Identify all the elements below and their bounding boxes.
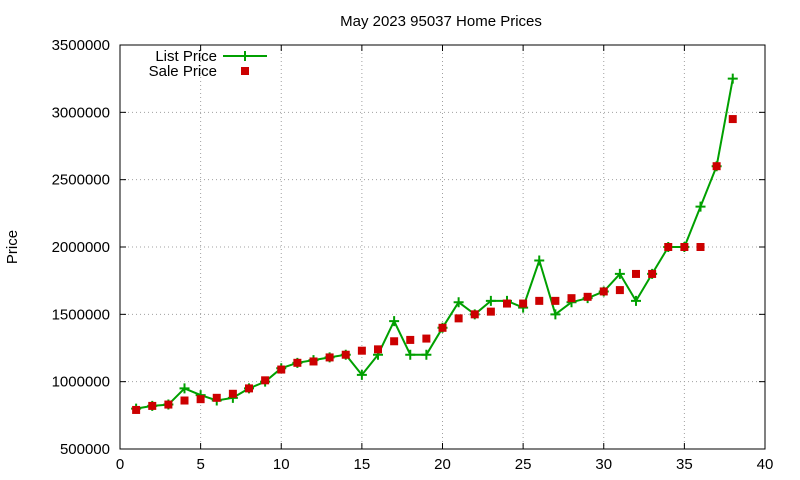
sale-price-point — [567, 294, 576, 303]
sale-price-point — [664, 243, 673, 251]
sale-price-point — [583, 292, 592, 301]
sale-price-point — [551, 296, 560, 305]
y-tick-label: 2500000 — [52, 172, 110, 189]
list-price-point — [389, 316, 400, 327]
y-axis-label: Price — [4, 230, 21, 264]
sale-price-point — [599, 287, 608, 296]
sale-price-point — [325, 353, 334, 362]
sale-price-point — [357, 346, 366, 355]
legend-marker-sale-price — [241, 67, 249, 75]
y-tick-label: 3000000 — [52, 104, 110, 121]
sale-price-point — [277, 365, 286, 374]
y-tick-label: 500000 — [60, 441, 110, 458]
x-tick-label: 5 — [196, 456, 204, 473]
sale-price-series — [132, 115, 737, 414]
chart-title: May 2023 95037 Home Prices — [340, 13, 542, 30]
x-axis: 0 5 10 15 20 25 30 35 40 — [116, 45, 774, 473]
sale-price-point — [390, 337, 399, 346]
sale-price-point — [535, 296, 544, 305]
sale-price-point — [470, 310, 479, 319]
x-tick-label: 25 — [515, 456, 532, 473]
sale-price-point — [374, 345, 382, 354]
legend: List Price Sale Price — [149, 48, 267, 80]
sale-price-point — [341, 350, 350, 359]
sale-price-point — [196, 395, 205, 404]
sale-price-point — [132, 405, 141, 414]
y-tick-label: 2000000 — [52, 239, 110, 256]
sale-price-point — [503, 299, 511, 308]
sale-price-point — [164, 400, 173, 409]
sale-price-point — [309, 357, 318, 366]
list-price-point — [550, 309, 561, 320]
list-price-point — [421, 349, 432, 360]
sale-price-point — [422, 334, 431, 343]
sale-price-point — [212, 393, 221, 402]
legend-marker-list-price — [240, 51, 250, 61]
grid-lines — [120, 45, 765, 449]
list-price-point — [534, 255, 545, 266]
sale-price-point — [293, 358, 302, 367]
sale-price-point — [680, 243, 689, 251]
x-tick-label: 10 — [273, 456, 290, 473]
list-price-point — [614, 268, 625, 279]
list-price-point — [179, 383, 190, 394]
sale-price-point — [486, 307, 495, 316]
sale-price-point — [615, 286, 624, 295]
y-tick-label: 1000000 — [52, 374, 110, 391]
sale-price-point — [438, 323, 447, 332]
x-tick-label: 20 — [434, 456, 451, 473]
list-price-point — [695, 201, 706, 212]
list-price-line — [135, 78, 734, 410]
sale-price-point — [228, 389, 237, 398]
x-tick-label: 35 — [676, 456, 693, 473]
y-tick-label: 1500000 — [52, 306, 110, 323]
sale-price-point — [454, 314, 463, 323]
list-price-point — [631, 295, 641, 306]
list-price-point — [453, 297, 464, 308]
sale-price-point — [406, 335, 415, 344]
legend-label-sale-price: Sale Price — [149, 63, 217, 80]
list-price-point — [485, 295, 496, 306]
sale-price-point — [148, 401, 157, 410]
sale-price-point — [245, 384, 253, 393]
x-tick-label: 30 — [595, 456, 612, 473]
sale-price-point — [632, 269, 640, 278]
sale-price-point — [648, 269, 657, 278]
sale-price-point — [696, 243, 705, 251]
sale-price-point — [728, 115, 737, 124]
list-price-series — [131, 73, 738, 414]
sale-price-point — [180, 396, 189, 405]
list-price-point — [356, 369, 367, 380]
sale-price-point — [712, 162, 721, 171]
y-axis: 500000 1000000 1500000 2000000 2500000 300000… — [52, 37, 765, 458]
y-tick-label: 3500000 — [52, 37, 110, 54]
list-price-point — [727, 73, 738, 84]
plot-frame — [119, 44, 766, 450]
sale-price-point — [261, 376, 270, 385]
x-tick-label: 0 — [116, 456, 124, 473]
x-tick-label: 15 — [354, 456, 371, 473]
sale-price-point — [519, 299, 528, 308]
list-price-point — [405, 349, 416, 360]
x-tick-label: 40 — [757, 456, 774, 473]
legend-label-list-price: List Price — [155, 48, 217, 65]
